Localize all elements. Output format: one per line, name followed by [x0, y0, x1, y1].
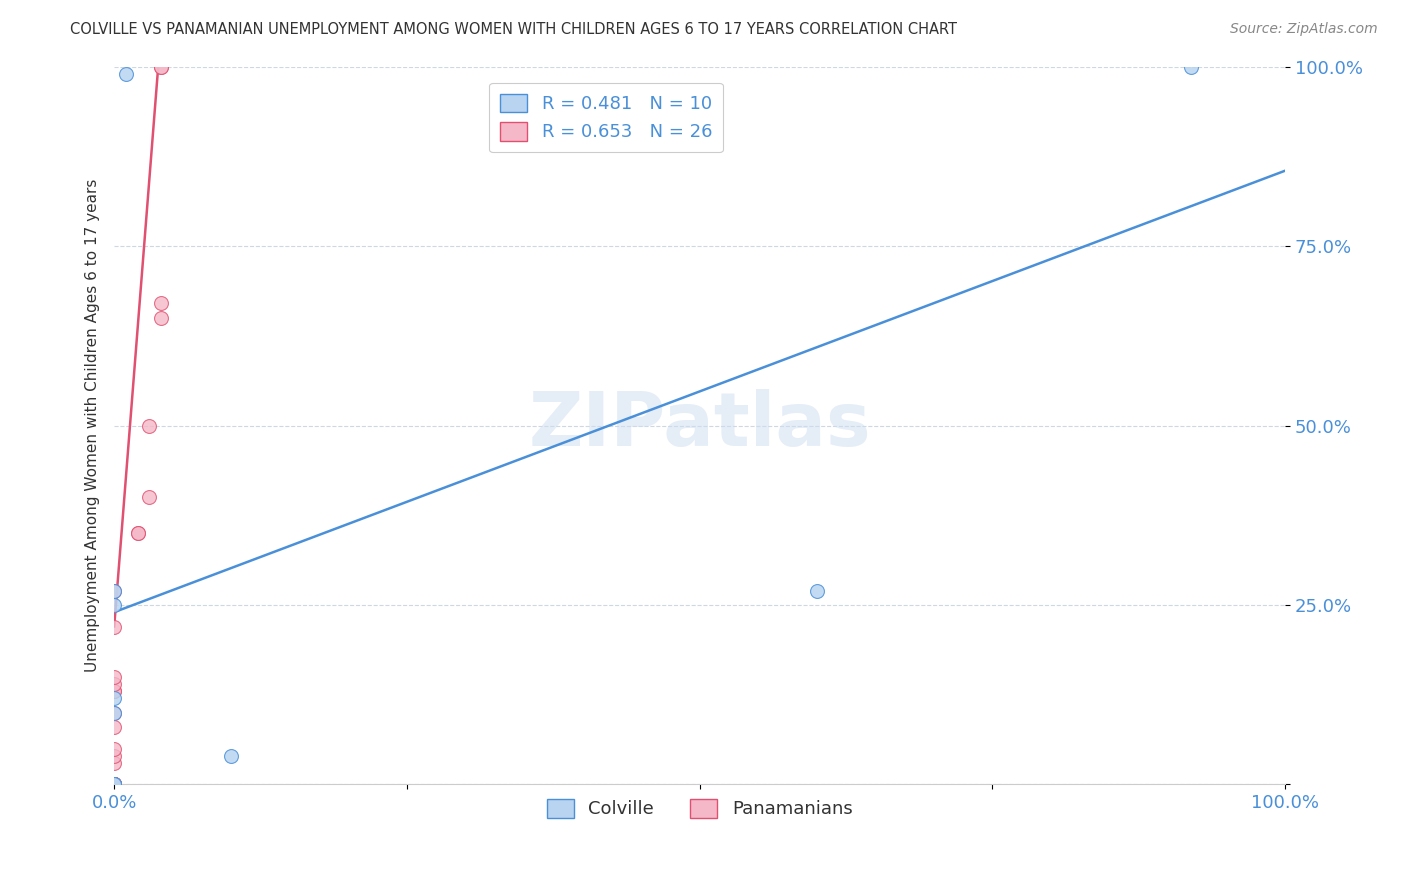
Point — [103, 777, 125, 791]
Point — [150, 310, 173, 325]
Point — [103, 777, 125, 791]
Point — [103, 777, 125, 791]
Point — [103, 777, 125, 791]
Point — [103, 748, 125, 763]
Point — [103, 583, 125, 598]
Point — [103, 670, 125, 684]
Point — [103, 777, 125, 791]
Point — [138, 491, 160, 505]
Point — [103, 706, 125, 720]
Point — [103, 777, 125, 791]
Point — [103, 583, 125, 598]
Point — [103, 619, 125, 633]
Point — [150, 60, 173, 74]
Text: COLVILLE VS PANAMANIAN UNEMPLOYMENT AMONG WOMEN WITH CHILDREN AGES 6 TO 17 YEARS: COLVILLE VS PANAMANIAN UNEMPLOYMENT AMON… — [70, 22, 957, 37]
Point — [150, 60, 173, 74]
Point — [1180, 60, 1202, 74]
Point — [127, 526, 149, 541]
Point — [103, 756, 125, 770]
Point — [103, 684, 125, 698]
Point — [103, 720, 125, 734]
Point — [103, 684, 125, 698]
Point — [103, 598, 125, 612]
Point — [138, 418, 160, 433]
Point — [150, 296, 173, 310]
Point — [103, 741, 125, 756]
Point — [806, 583, 828, 598]
Point — [103, 677, 125, 691]
Point — [103, 777, 125, 791]
Point — [103, 691, 125, 706]
Point — [103, 777, 125, 791]
Point — [103, 706, 125, 720]
Point — [219, 748, 242, 763]
Y-axis label: Unemployment Among Women with Children Ages 6 to 17 years: Unemployment Among Women with Children A… — [86, 178, 100, 673]
Point — [103, 777, 125, 791]
Point — [127, 526, 149, 541]
Text: Source: ZipAtlas.com: Source: ZipAtlas.com — [1230, 22, 1378, 37]
Text: ZIPatlas: ZIPatlas — [529, 389, 870, 462]
Point — [115, 67, 138, 81]
Legend: Colville, Panamanians: Colville, Panamanians — [540, 792, 859, 826]
